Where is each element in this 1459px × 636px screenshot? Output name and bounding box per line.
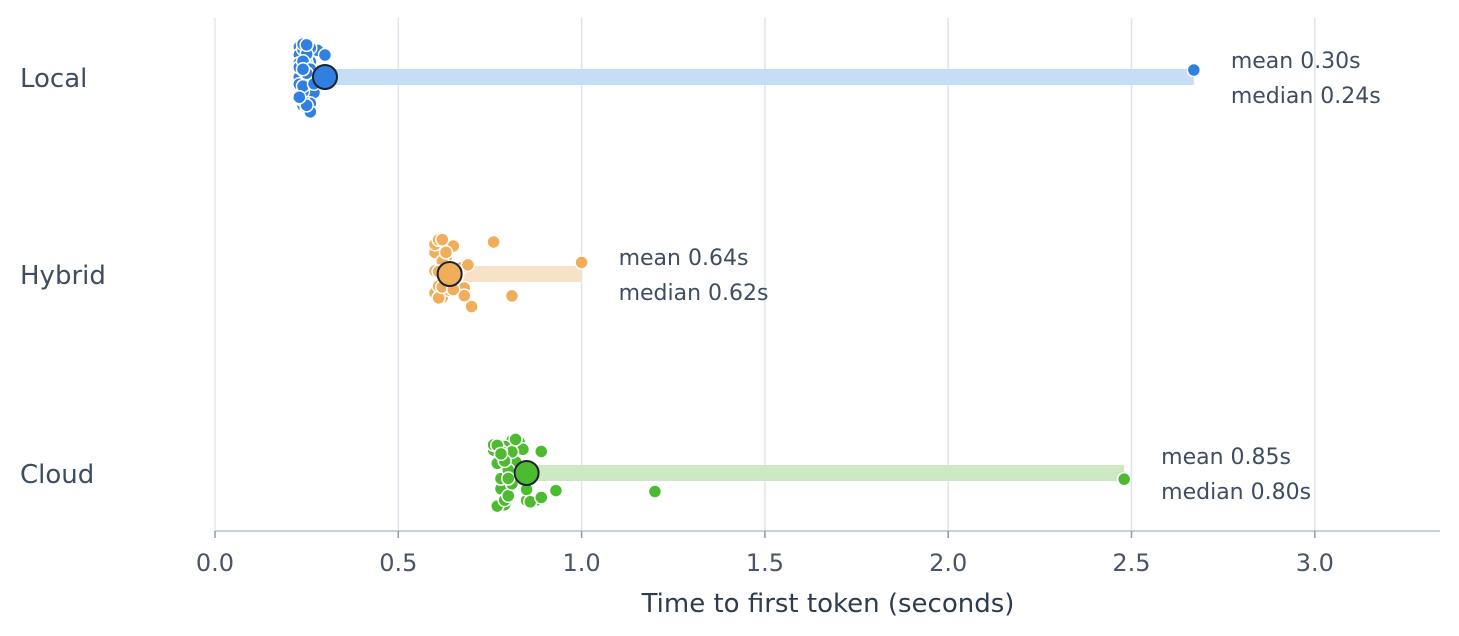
data-point xyxy=(295,61,311,77)
range-bar xyxy=(324,69,1194,85)
data-point xyxy=(647,484,663,499)
x-tick-label: 1.5 xyxy=(746,549,784,577)
x-tick-label: 2.0 xyxy=(929,549,967,577)
x-tick-label: 0.0 xyxy=(196,549,234,577)
x-tick-label: 1.0 xyxy=(563,549,601,577)
mean-marker xyxy=(311,64,338,90)
data-point xyxy=(457,288,472,303)
x-tick-label: 3.0 xyxy=(1296,549,1334,577)
data-point xyxy=(460,257,476,273)
category-rows: Local mean 0.30s median 0.24s Hybrid mean 0.… xyxy=(20,36,1381,514)
data-point xyxy=(501,471,516,486)
gridlines xyxy=(214,18,1316,531)
data-point xyxy=(435,232,450,247)
data-point xyxy=(486,234,501,250)
row-local: Local mean 0.30s median 0.24s xyxy=(20,36,1381,120)
data-point xyxy=(1186,62,1202,78)
mean-label: mean 0.85s xyxy=(1161,445,1291,470)
data-point xyxy=(299,37,314,53)
mean-marker xyxy=(436,261,463,287)
data-point xyxy=(493,446,509,462)
mean-marker xyxy=(513,460,540,486)
row-cloud: Cloud mean 0.85s median 0.80s xyxy=(20,432,1311,514)
data-point xyxy=(1116,471,1132,487)
data-point xyxy=(508,432,523,447)
mean-label: mean 0.64s xyxy=(619,246,749,271)
median-label: median 0.62s xyxy=(619,281,769,306)
row-hybrid: Hybrid mean 0.64s median 0.62s xyxy=(20,232,769,314)
mean-label: mean 0.30s xyxy=(1231,49,1361,74)
median-label: median 0.24s xyxy=(1231,84,1381,109)
x-axis: 0.0 0.5 1.0 1.5 2.0 2.5 3.0 xyxy=(196,530,1440,577)
x-tick-label: 2.5 xyxy=(1112,549,1150,577)
data-point xyxy=(438,245,454,260)
range-bar xyxy=(526,465,1125,481)
category-label: Hybrid xyxy=(20,261,106,291)
data-point xyxy=(548,483,564,498)
data-point xyxy=(317,47,333,63)
data-point xyxy=(534,490,549,505)
data-point xyxy=(464,299,479,314)
range-bar xyxy=(449,266,582,282)
category-label: Cloud xyxy=(20,460,94,490)
data-point xyxy=(501,488,516,503)
data-point xyxy=(574,255,589,270)
x-tick-label: 0.5 xyxy=(379,549,417,577)
category-label: Local xyxy=(20,64,87,94)
data-point xyxy=(504,288,520,304)
median-label: median 0.80s xyxy=(1161,480,1311,505)
data-point xyxy=(534,444,549,459)
x-axis-title: Time to first token (seconds) xyxy=(641,589,1015,619)
data-point xyxy=(292,89,307,105)
